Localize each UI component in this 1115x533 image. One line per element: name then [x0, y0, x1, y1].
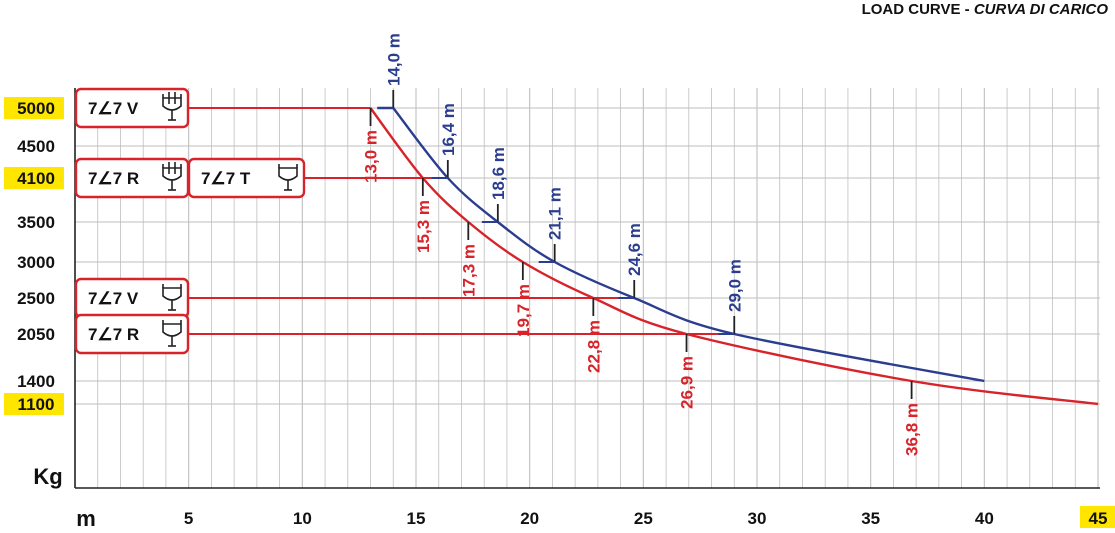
annotation-label-blue: 14,0 m [384, 33, 403, 86]
x-tick-label: 5 [184, 509, 193, 528]
single-hook-icon [278, 164, 298, 191]
annotations: 14,0 m 16,4 m 18,6 m 21,1 m 24,6 m 29,0 m 13,0… [362, 33, 922, 456]
series-line-blue [392, 107, 985, 383]
y-tick-label: 4500 [17, 137, 55, 156]
config-box-label: 7∠7 V [88, 289, 139, 308]
config-box-label: 7∠7 R [88, 169, 139, 188]
config-box: 7∠7 R [74, 157, 190, 199]
tick-highlight [1080, 506, 1115, 528]
annotation-label-blue: 29,0 m [725, 259, 744, 312]
annotation-label-red: 15,3 m [414, 200, 433, 253]
x-tick-label: 30 [748, 509, 767, 528]
tick-highlight [4, 393, 64, 415]
annotation-label-red: 17,3 m [459, 244, 478, 297]
annotation-label-red: 22,8 m [584, 320, 603, 373]
config-box: 7∠7 V [74, 277, 190, 319]
annotation-label-blue: 21,1 m [546, 187, 565, 240]
annotation-label-red: 26,9 m [678, 356, 697, 409]
config-box-frame [74, 313, 190, 355]
y-tick-label: 4100 [17, 169, 55, 188]
annotation-label-red: 13,0 m [362, 130, 381, 183]
x-tick-label: 20 [520, 509, 539, 528]
reference-lines [188, 107, 735, 335]
single-hook-icon [162, 284, 182, 311]
annotation-label-blue: 24,6 m [625, 223, 644, 276]
y-tick-label: 1400 [17, 372, 55, 391]
annotation-label-red: 36,8 m [903, 403, 922, 456]
tick-highlight [4, 97, 64, 119]
config-box-frame [187, 157, 306, 199]
y-axis-unit: Kg [33, 464, 62, 489]
grid [75, 88, 1100, 488]
x-tick-label: 40 [975, 509, 994, 528]
config-box-label: 7∠7 V [88, 99, 139, 118]
y-tick-label: 2500 [17, 289, 55, 308]
y-tick-label: 1100 [18, 395, 55, 414]
single-hook-icon [162, 320, 182, 347]
annotation-label-red: 19,7 m [514, 284, 533, 337]
config-box: 7∠7 R [74, 313, 190, 355]
chart-title-main: LOAD CURVE - [862, 1, 974, 18]
x-tick-label: 15 [407, 509, 426, 528]
y-tick-label: 5000 [17, 99, 55, 118]
x-axis-unit: m [76, 506, 96, 531]
x-tick-label: 35 [861, 509, 880, 528]
chart-title: LOAD CURVE - CURVA DI CARICO [862, 1, 1109, 18]
tick-highlight [4, 167, 64, 189]
annotation-label-blue: 16,4 m [439, 103, 458, 156]
axes: 5000 4500 4100 3500 3000 2500 2050 1400 1100 5 10 1… [4, 88, 1115, 531]
config-box-frame [74, 87, 190, 129]
chart-title-sub: CURVA DI CARICO [974, 1, 1108, 18]
y-tick-label: 2050 [17, 325, 55, 344]
y-tick-label: 3000 [17, 253, 55, 272]
config-box-label: 7∠7 R [88, 325, 139, 344]
x-tick-label: 10 [293, 509, 312, 528]
config-box-label: 7∠7 T [201, 169, 251, 188]
x-tick-label: 25 [634, 509, 653, 528]
config-box: 7∠7 T [187, 157, 306, 199]
double-hook-icon [162, 92, 182, 121]
y-tick-label: 3500 [17, 213, 55, 232]
config-box: 7∠7 V [74, 87, 190, 129]
config-boxes: 7∠7 V 7∠7 R 7∠7 T 7∠7 V 7∠7 R [74, 87, 306, 355]
x-tick-label: 45 [1089, 509, 1108, 528]
annotation-label-blue: 18,6 m [489, 147, 508, 200]
double-hook-icon [162, 162, 182, 191]
